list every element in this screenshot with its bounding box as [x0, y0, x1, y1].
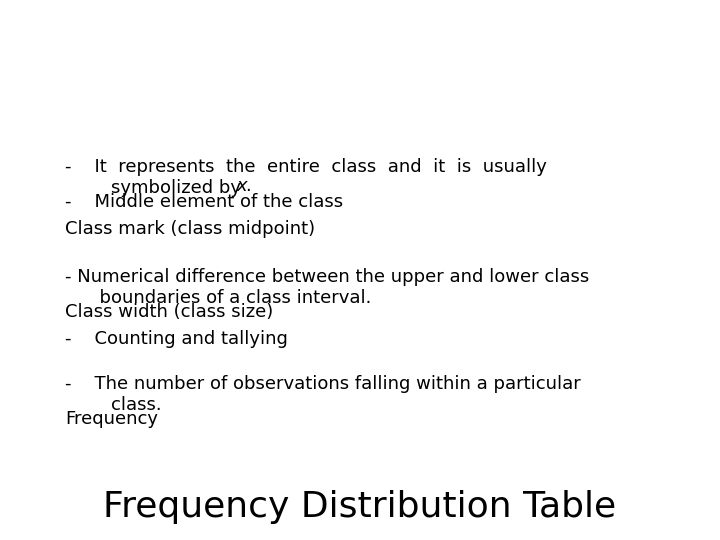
- Text: Class mark (class midpoint): Class mark (class midpoint): [65, 220, 315, 238]
- Text: -    Counting and tallying: - Counting and tallying: [65, 330, 288, 348]
- Text: .: .: [246, 177, 251, 195]
- Text: Class width (class size): Class width (class size): [65, 303, 274, 321]
- Text: -    The number of observations falling within a particular
        class.: - The number of observations falling wit…: [65, 375, 581, 414]
- Text: -    Middle element of the class: - Middle element of the class: [65, 193, 343, 211]
- Text: - Numerical difference between the upper and lower class
      boundaries of a c: - Numerical difference between the upper…: [65, 268, 589, 307]
- Text: Frequency Distribution Table: Frequency Distribution Table: [104, 490, 616, 524]
- Text: x: x: [237, 177, 247, 195]
- Text: -    It  represents  the  entire  class  and  it  is  usually
        symbolized: - It represents the entire class and it …: [65, 158, 547, 197]
- Text: Frequency: Frequency: [65, 410, 158, 428]
